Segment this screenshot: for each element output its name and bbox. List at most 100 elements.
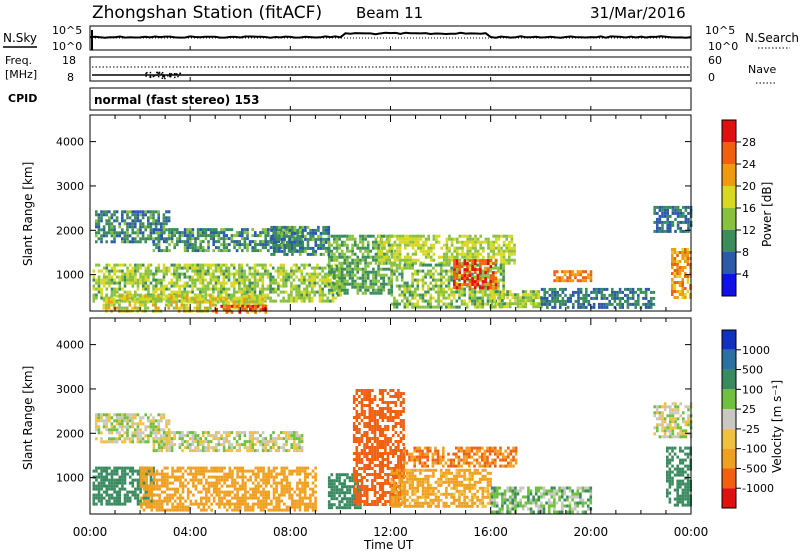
power-cell bbox=[577, 293, 580, 297]
power-cell bbox=[191, 269, 194, 273]
power-cell bbox=[318, 284, 322, 288]
power-cell bbox=[587, 276, 590, 280]
power-cell bbox=[333, 258, 336, 262]
power-cell bbox=[430, 249, 433, 253]
noise-sky-trace bbox=[89, 31, 692, 39]
power-cell bbox=[141, 231, 145, 235]
power-cell bbox=[322, 246, 325, 250]
power-cell bbox=[243, 237, 247, 241]
power-cell bbox=[113, 272, 116, 276]
power-cell bbox=[414, 243, 417, 247]
power-cell bbox=[359, 258, 362, 262]
velocity-cell bbox=[194, 449, 197, 453]
power-cell bbox=[331, 281, 335, 285]
power-cell bbox=[390, 275, 394, 279]
power-cell bbox=[581, 276, 585, 280]
power-cell bbox=[551, 287, 554, 291]
power-cell bbox=[149, 281, 153, 285]
velocity-cell bbox=[222, 449, 226, 453]
power-cell bbox=[453, 271, 456, 275]
power-cell bbox=[652, 296, 656, 300]
power-cell bbox=[157, 299, 161, 303]
cpid-label: CPID bbox=[8, 92, 37, 105]
power-cell bbox=[321, 275, 324, 279]
power-cell bbox=[255, 294, 259, 298]
power-cell bbox=[309, 246, 312, 250]
power-cell bbox=[141, 297, 145, 301]
power-cell bbox=[346, 255, 349, 259]
power-cell bbox=[199, 246, 202, 250]
power-cell bbox=[484, 259, 487, 263]
power-cell bbox=[327, 249, 331, 253]
power-cell bbox=[351, 252, 354, 256]
velocity-cell bbox=[102, 481, 106, 485]
power-cell bbox=[105, 234, 108, 238]
power-cell bbox=[447, 275, 451, 279]
power-cell bbox=[151, 297, 155, 301]
velocity-cell bbox=[136, 496, 140, 500]
power-cell bbox=[207, 240, 210, 244]
velocity-cell bbox=[153, 475, 156, 479]
power-cell bbox=[391, 261, 394, 265]
power-cell bbox=[282, 299, 285, 303]
velocity-cell bbox=[131, 478, 135, 482]
power-cell bbox=[258, 303, 262, 307]
velocity-cell bbox=[102, 490, 106, 494]
power-cell bbox=[497, 249, 501, 253]
power-cell bbox=[598, 302, 601, 306]
power-cell bbox=[359, 288, 362, 292]
velocity-cell bbox=[236, 487, 239, 491]
power-cell bbox=[335, 285, 339, 289]
power-cell bbox=[647, 287, 650, 291]
power-cell bbox=[154, 225, 158, 229]
velocity-cell bbox=[118, 437, 121, 441]
power-cell bbox=[215, 228, 218, 232]
power-cell bbox=[616, 296, 619, 300]
power-cell bbox=[686, 263, 690, 266]
power-cell bbox=[514, 293, 517, 297]
power-cell bbox=[687, 229, 690, 233]
velocity-cell bbox=[115, 484, 119, 488]
power-cell bbox=[136, 278, 140, 282]
power-cell bbox=[224, 300, 228, 304]
power-cell bbox=[497, 269, 500, 273]
velocity-cell bbox=[233, 493, 237, 497]
power-cell bbox=[272, 225, 276, 229]
power-cell bbox=[162, 284, 166, 288]
power-cell bbox=[266, 287, 270, 291]
power-cell bbox=[634, 305, 637, 309]
velocity-cell bbox=[225, 499, 229, 503]
power-cell bbox=[318, 272, 322, 276]
power-cell bbox=[264, 243, 267, 247]
power-cell bbox=[293, 225, 297, 229]
velocity-cell bbox=[191, 437, 195, 441]
power-cell bbox=[258, 294, 262, 298]
velocity-cell bbox=[100, 431, 103, 435]
power-cell bbox=[427, 252, 430, 256]
velocity-cell bbox=[210, 493, 213, 497]
velocity-cell bbox=[202, 496, 206, 500]
power-cell bbox=[448, 249, 451, 253]
velocity-cell bbox=[197, 505, 200, 509]
power-cell bbox=[561, 279, 564, 283]
power-cell bbox=[144, 240, 147, 244]
power-cell bbox=[167, 297, 171, 301]
power-cell bbox=[251, 284, 254, 288]
velocity-cell bbox=[277, 449, 280, 453]
power-heatmap-cells bbox=[92, 205, 693, 314]
velocity-cell bbox=[95, 466, 98, 470]
power-cell bbox=[209, 266, 213, 270]
power-cell bbox=[372, 282, 375, 286]
power-cell bbox=[398, 263, 401, 267]
power-cell bbox=[519, 296, 522, 300]
power-cell bbox=[613, 299, 617, 303]
power-cell bbox=[334, 263, 337, 267]
power-cell bbox=[478, 296, 482, 300]
power-cell bbox=[295, 284, 298, 288]
velocity-cell bbox=[285, 449, 288, 453]
velocity-cell bbox=[205, 496, 208, 500]
power-cell bbox=[445, 249, 449, 253]
power-cell bbox=[514, 302, 517, 306]
power-cell bbox=[131, 284, 135, 288]
power-cell bbox=[283, 246, 286, 250]
